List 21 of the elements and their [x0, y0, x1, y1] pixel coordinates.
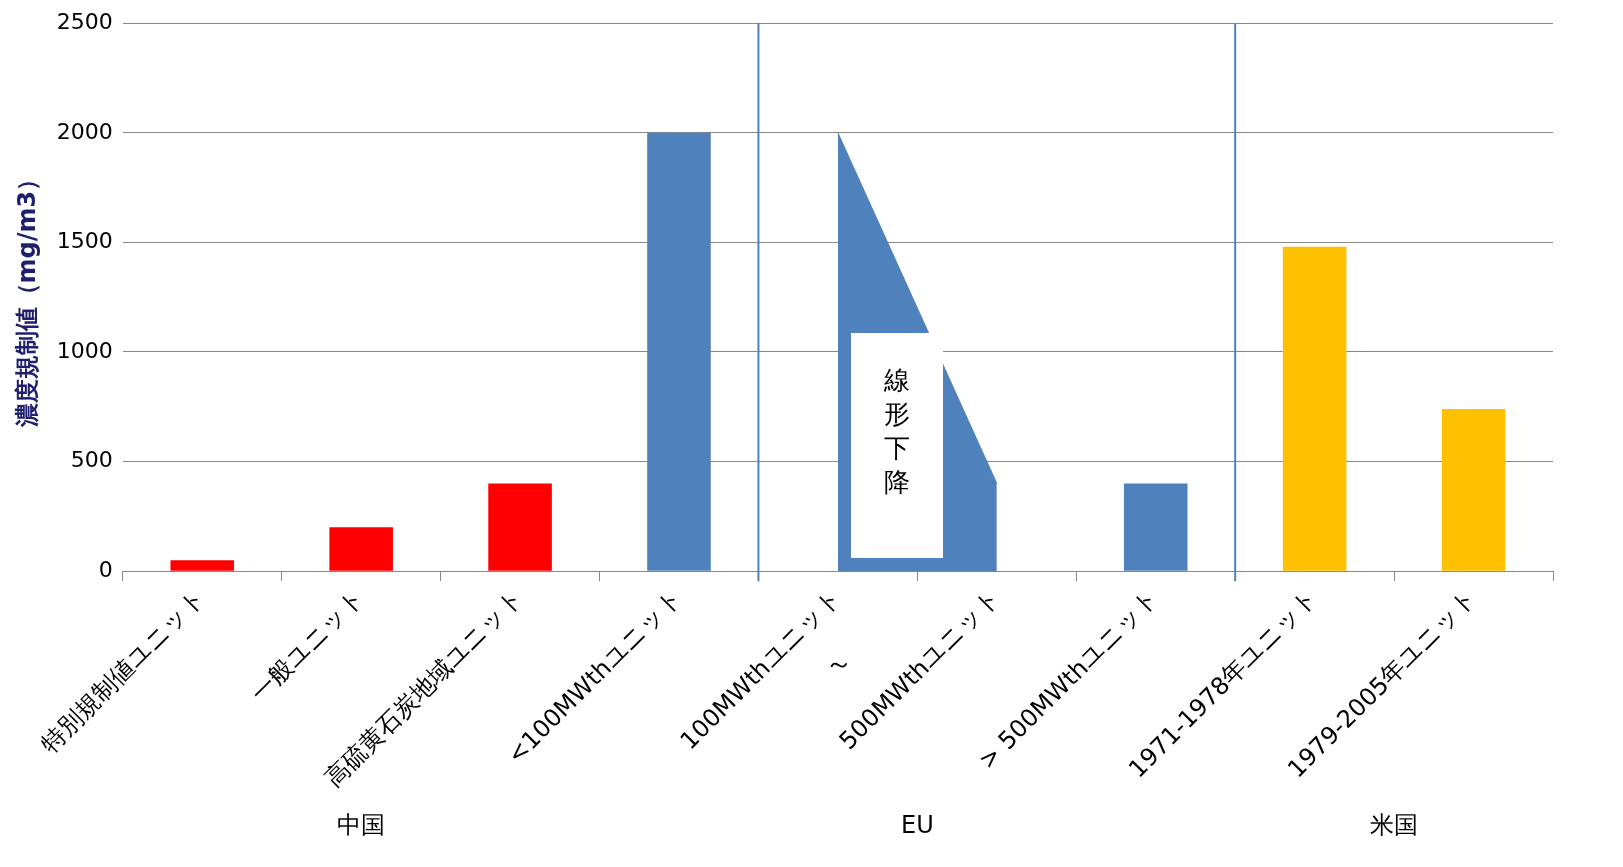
text-panel: 線形下降 [851, 332, 944, 558]
bar [329, 527, 393, 571]
y-tick-label: 1000 [56, 337, 113, 363]
text: EU [900, 811, 934, 840]
y-tick-label: 2000 [56, 118, 113, 144]
bar [488, 483, 552, 571]
y-tick-label: 1500 [56, 228, 113, 254]
y-tick-label: 500 [70, 447, 113, 473]
text: 米国 [1370, 811, 1419, 840]
y-tick-label: 2500 [56, 8, 113, 34]
bar [647, 132, 711, 571]
bar [170, 560, 235, 571]
bar [1282, 246, 1347, 571]
x-tick-label: 一般ユニット [245, 583, 370, 708]
text: 中国 [337, 811, 386, 840]
bar [1123, 483, 1188, 571]
x-tick-label: 特別規制値ユニット [35, 583, 211, 759]
y-axis-title: 濃度規制値（mg/m3） [12, 166, 41, 429]
bar [1441, 408, 1506, 571]
y-tick-label: 0 [98, 556, 113, 582]
annotation: 線形下降 [883, 363, 912, 499]
